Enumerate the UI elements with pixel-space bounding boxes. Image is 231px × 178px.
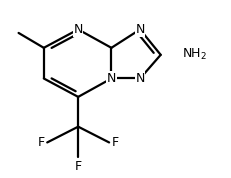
- Text: N: N: [106, 72, 116, 85]
- Text: F: F: [37, 136, 44, 149]
- Text: F: F: [111, 136, 119, 149]
- Text: N: N: [73, 23, 82, 36]
- Text: F: F: [74, 160, 81, 173]
- Text: NH$_2$: NH$_2$: [182, 47, 207, 62]
- Text: N: N: [135, 72, 144, 85]
- Text: N: N: [135, 23, 144, 36]
